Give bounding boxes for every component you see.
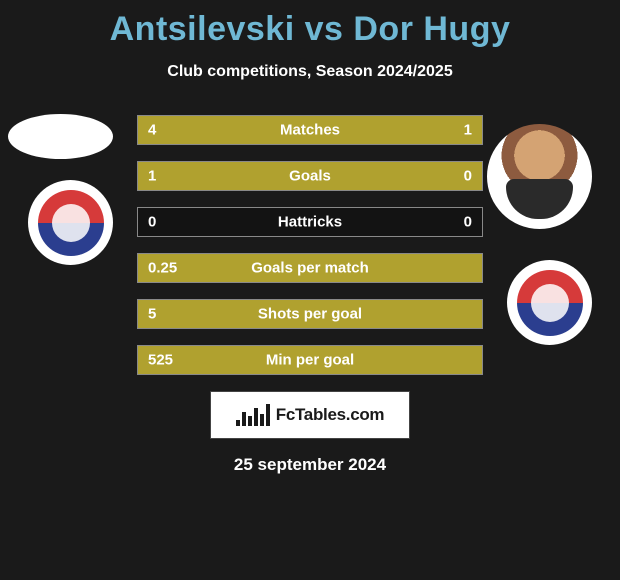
subtitle: Club competitions, Season 2024/2025 <box>0 63 620 81</box>
comparison-chart: 4 1 Matches 1 0 Goals 0 0 Hattricks 0.25 Goals per… <box>0 115 620 375</box>
stat-row: 1 0 Goals <box>137 161 483 191</box>
source-badge: FcTables.com <box>210 391 410 439</box>
value-left: 525 <box>148 352 173 369</box>
value-right: 0 <box>464 168 472 185</box>
stat-row: 0.25 Goals per match <box>137 253 483 283</box>
metric-label: Goals per match <box>251 260 369 277</box>
page-title: Antsilevski vs Dor Hugy <box>0 0 620 49</box>
value-left: 0 <box>148 214 156 231</box>
source-text: FcTables.com <box>276 405 385 425</box>
metric-label: Goals <box>289 168 331 185</box>
stat-row: 4 1 Matches <box>137 115 483 145</box>
metric-label: Matches <box>280 122 340 139</box>
stat-row: 525 Min per goal <box>137 345 483 375</box>
bar-left <box>138 116 413 144</box>
date-label: 25 september 2024 <box>0 455 620 475</box>
stat-row: 0 0 Hattricks <box>137 207 483 237</box>
value-left: 5 <box>148 306 156 323</box>
value-left: 4 <box>148 122 156 139</box>
metric-label: Min per goal <box>266 352 354 369</box>
metric-label: Shots per goal <box>258 306 362 323</box>
stat-row: 5 Shots per goal <box>137 299 483 329</box>
value-right: 0 <box>464 214 472 231</box>
value-left: 1 <box>148 168 156 185</box>
chart-icon <box>236 404 270 426</box>
value-left: 0.25 <box>148 260 177 277</box>
metric-label: Hattricks <box>278 214 342 231</box>
value-right: 1 <box>464 122 472 139</box>
